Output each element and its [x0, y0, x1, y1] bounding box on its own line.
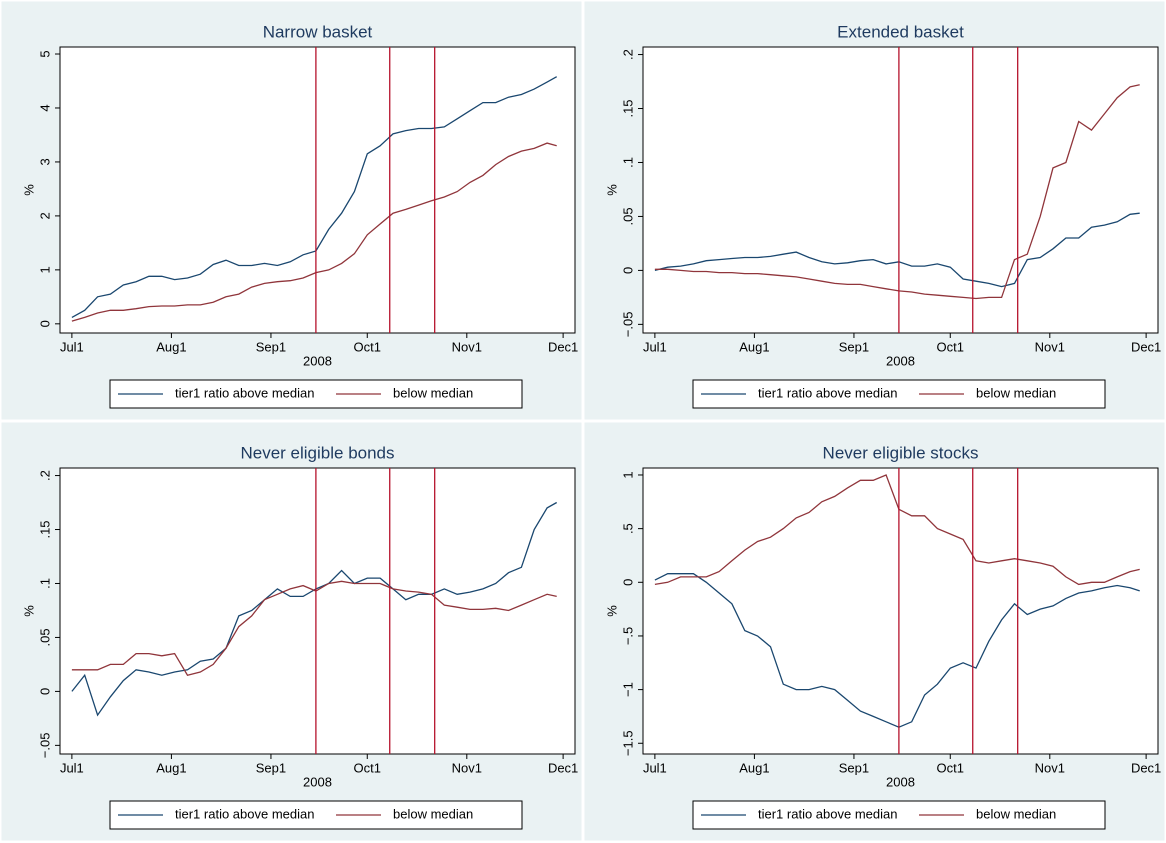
- legend-label: below median: [976, 385, 1056, 400]
- x-axis-label: 2008: [303, 353, 332, 368]
- y-tick-label: 1: [620, 471, 635, 478]
- y-tick-label: .05: [620, 207, 635, 225]
- legend-label: below median: [393, 806, 473, 821]
- y-tick-label: −1.5: [620, 730, 635, 756]
- y-tick-label: .2: [620, 49, 635, 60]
- y-tick-label: .15: [37, 520, 52, 538]
- panel: Extended basket −.05 0 .05 .1 .15 .2% Jul1 Aug1 S…: [583, 0, 1166, 421]
- y-tick-label: .2: [37, 470, 52, 481]
- x-tick-label: Nov1: [1035, 760, 1065, 775]
- y-tick-label: 0: [620, 267, 635, 274]
- legend-box: [109, 379, 523, 409]
- y-tick-label: 3: [37, 158, 52, 165]
- legend-label: tier1 ratio above median: [175, 806, 314, 821]
- x-axis-label: 2008: [303, 774, 332, 789]
- x-tick-label: Oct1: [354, 339, 381, 354]
- legend-box: [109, 800, 523, 830]
- y-tick-label: 0: [37, 320, 52, 327]
- legend-label: tier1 ratio above median: [175, 385, 314, 400]
- panel: Never eligible stocks −1.5 −1 −.5 0 .5 1% Jul1 A…: [583, 421, 1166, 842]
- x-tick-label: Sep1: [839, 339, 869, 354]
- panel: Narrow basket 0 1 2 3 4 5% Jul1 Aug1 Sep1 Oct1 Nov1…: [0, 0, 583, 421]
- plot-area: [59, 467, 576, 755]
- plot-area: [59, 46, 576, 334]
- x-tick-label: Aug1: [156, 760, 186, 775]
- x-tick-label: Dec1: [1131, 339, 1161, 354]
- legend-box: [692, 379, 1106, 409]
- y-tick-label: .5: [620, 523, 635, 534]
- y-axis-label: %: [604, 184, 619, 196]
- y-tick-label: 2: [37, 212, 52, 219]
- chart-title: Extended basket: [837, 22, 964, 41]
- x-tick-label: Jul1: [60, 339, 84, 354]
- x-tick-label: Aug1: [739, 339, 769, 354]
- x-tick-label: Nov1: [452, 339, 482, 354]
- x-tick-label: Oct1: [937, 760, 964, 775]
- x-tick-label: Nov1: [1035, 339, 1065, 354]
- y-tick-label: −1: [620, 682, 635, 697]
- y-tick-label: 4: [37, 104, 52, 111]
- x-tick-label: Jul1: [643, 339, 667, 354]
- x-tick-label: Nov1: [452, 760, 482, 775]
- legend-label: below median: [393, 385, 473, 400]
- x-tick-label: Oct1: [937, 339, 964, 354]
- x-tick-label: Dec1: [1131, 760, 1161, 775]
- x-tick-label: Sep1: [256, 760, 286, 775]
- legend-label: tier1 ratio above median: [758, 385, 897, 400]
- y-tick-label: 0: [620, 579, 635, 586]
- y-tick-label: .1: [620, 157, 635, 168]
- y-tick-label: 0: [37, 688, 52, 695]
- x-axis-label: 2008: [886, 774, 915, 789]
- y-tick-label: −.5: [620, 627, 635, 645]
- chart-title: Never eligible bonds: [240, 443, 394, 462]
- x-tick-label: Sep1: [256, 339, 286, 354]
- x-tick-label: Jul1: [643, 760, 667, 775]
- y-axis-label: %: [21, 605, 36, 617]
- y-tick-label: .1: [37, 578, 52, 589]
- x-tick-label: Sep1: [839, 760, 869, 775]
- y-tick-label: −.05: [37, 733, 52, 759]
- x-axis-label: 2008: [886, 353, 915, 368]
- x-tick-label: Oct1: [354, 760, 381, 775]
- legend-box: [692, 800, 1106, 830]
- y-tick-label: −.05: [620, 312, 635, 338]
- y-tick-label: .05: [37, 628, 52, 646]
- y-tick-label: .15: [620, 99, 635, 117]
- x-tick-label: Dec1: [548, 339, 578, 354]
- x-tick-label: Aug1: [739, 760, 769, 775]
- y-axis-label: %: [604, 605, 619, 617]
- x-tick-label: Aug1: [156, 339, 186, 354]
- panel: Never eligible bonds −.05 0 .05 .1 .15 .2% Jul1…: [0, 421, 583, 842]
- plot-area: [642, 467, 1159, 755]
- chart-title: Never eligible stocks: [823, 443, 979, 462]
- x-tick-label: Jul1: [60, 760, 84, 775]
- chart-title: Narrow basket: [263, 22, 373, 41]
- y-axis-label: %: [21, 184, 36, 196]
- x-tick-label: Dec1: [548, 760, 578, 775]
- plot-area: [642, 46, 1159, 334]
- legend-label: below median: [976, 806, 1056, 821]
- y-tick-label: 1: [37, 266, 52, 273]
- legend-label: tier1 ratio above median: [758, 806, 897, 821]
- y-tick-label: 5: [37, 50, 52, 57]
